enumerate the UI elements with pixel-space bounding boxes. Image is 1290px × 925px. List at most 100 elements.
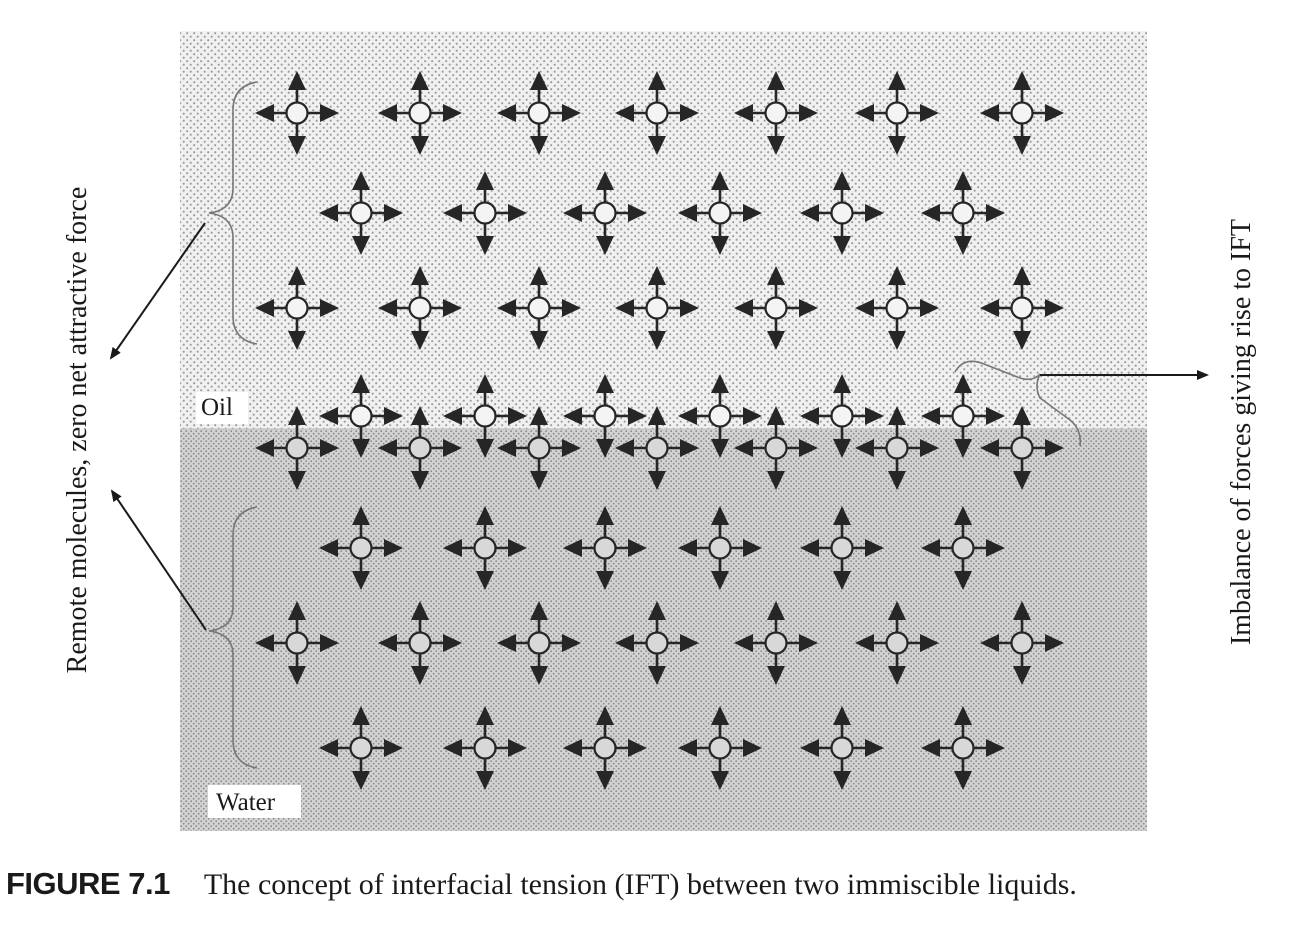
oil-label-background bbox=[196, 392, 248, 424]
force-arrowhead bbox=[767, 331, 785, 350]
force-arrowhead bbox=[378, 104, 397, 122]
force-arrowhead bbox=[352, 571, 370, 590]
force-arrowhead bbox=[255, 634, 274, 652]
force-arrowhead bbox=[833, 374, 851, 393]
force-arrowhead bbox=[954, 439, 972, 458]
force-arrowhead bbox=[563, 539, 582, 557]
molecule bbox=[443, 171, 527, 255]
force-arrowhead bbox=[352, 171, 370, 190]
force-arrowhead bbox=[596, 571, 614, 590]
force-arrowhead bbox=[563, 204, 582, 222]
force-arrowhead bbox=[411, 71, 429, 90]
force-arrowhead bbox=[799, 104, 818, 122]
molecule-circle bbox=[1010, 631, 1034, 655]
molecule bbox=[255, 71, 339, 155]
force-arrowhead bbox=[986, 204, 1005, 222]
force-arrowhead bbox=[497, 299, 516, 317]
force-arrowhead bbox=[800, 407, 819, 425]
molecule-circle bbox=[830, 201, 854, 225]
force-arrowhead bbox=[680, 104, 699, 122]
molecule-circle bbox=[349, 736, 373, 760]
molecule bbox=[855, 71, 939, 155]
force-arrowhead bbox=[888, 331, 906, 350]
force-arrowhead bbox=[596, 706, 614, 725]
force-arrowhead bbox=[767, 471, 785, 490]
molecule bbox=[615, 71, 699, 155]
molecule bbox=[734, 266, 818, 350]
force-arrowhead bbox=[352, 374, 370, 393]
water-brace bbox=[208, 506, 258, 769]
molecule-circle bbox=[951, 536, 975, 560]
molecule bbox=[678, 374, 762, 458]
force-arrowhead bbox=[1013, 406, 1031, 425]
force-arrowhead bbox=[833, 506, 851, 525]
oil-phase bbox=[180, 31, 1147, 429]
force-arrowhead bbox=[1045, 299, 1064, 317]
molecule bbox=[734, 71, 818, 155]
force-arrowhead bbox=[443, 539, 462, 557]
force-arrowhead bbox=[320, 104, 339, 122]
force-arrowhead bbox=[711, 506, 729, 525]
force-arrowhead bbox=[411, 266, 429, 285]
molecule-circle bbox=[885, 631, 909, 655]
force-arrowhead bbox=[711, 571, 729, 590]
force-arrowhead bbox=[855, 439, 874, 457]
force-arrowhead bbox=[888, 666, 906, 685]
force-arrowhead bbox=[1045, 104, 1064, 122]
force-arrowhead bbox=[648, 71, 666, 90]
molecule-grid bbox=[255, 71, 1064, 790]
molecule-circle bbox=[1010, 436, 1034, 460]
molecule-circle bbox=[951, 201, 975, 225]
force-arrowhead bbox=[288, 406, 306, 425]
force-arrowhead bbox=[855, 634, 874, 652]
force-arrowhead bbox=[954, 771, 972, 790]
force-arrowhead bbox=[562, 439, 581, 457]
molecule bbox=[497, 266, 581, 350]
molecule bbox=[563, 374, 647, 458]
force-arrowhead bbox=[319, 739, 338, 757]
molecule-circle bbox=[764, 296, 788, 320]
force-arrowhead bbox=[767, 266, 785, 285]
force-arrowhead bbox=[986, 407, 1005, 425]
force-arrowhead bbox=[920, 104, 939, 122]
force-arrowhead bbox=[921, 539, 940, 557]
molecule bbox=[497, 601, 581, 685]
force-arrowhead bbox=[476, 374, 494, 393]
force-arrowhead bbox=[562, 634, 581, 652]
force-arrowhead bbox=[378, 299, 397, 317]
force-arrowhead bbox=[288, 331, 306, 350]
force-arrowhead bbox=[384, 539, 403, 557]
force-arrowhead bbox=[596, 374, 614, 393]
force-arrowhead bbox=[920, 299, 939, 317]
molecule bbox=[443, 374, 527, 458]
force-arrowhead bbox=[628, 204, 647, 222]
molecule-circle bbox=[830, 404, 854, 428]
force-arrowhead bbox=[596, 236, 614, 255]
force-arrowhead bbox=[352, 236, 370, 255]
molecule bbox=[319, 706, 403, 790]
force-arrowhead bbox=[678, 407, 697, 425]
force-arrowhead bbox=[888, 406, 906, 425]
force-arrowhead bbox=[734, 104, 753, 122]
molecule bbox=[378, 71, 462, 155]
molecule bbox=[563, 171, 647, 255]
figure-caption: FIGURE 7.1 The concept of interfacial ten… bbox=[6, 866, 1286, 902]
force-arrowhead bbox=[411, 136, 429, 155]
force-arrowhead bbox=[888, 136, 906, 155]
molecule bbox=[319, 506, 403, 590]
force-arrowhead bbox=[530, 666, 548, 685]
force-arrowhead bbox=[615, 299, 634, 317]
force-arrowhead bbox=[352, 771, 370, 790]
molecule bbox=[378, 601, 462, 685]
force-arrowhead bbox=[628, 407, 647, 425]
force-arrowhead bbox=[596, 171, 614, 190]
force-arrowhead bbox=[615, 439, 634, 457]
force-arrowhead bbox=[711, 771, 729, 790]
force-arrowhead bbox=[476, 571, 494, 590]
force-arrowhead bbox=[255, 439, 274, 457]
molecule bbox=[921, 706, 1005, 790]
force-arrowhead bbox=[530, 471, 548, 490]
force-arrowhead bbox=[288, 601, 306, 620]
force-arrowhead bbox=[833, 439, 851, 458]
molecule-circle bbox=[708, 536, 732, 560]
